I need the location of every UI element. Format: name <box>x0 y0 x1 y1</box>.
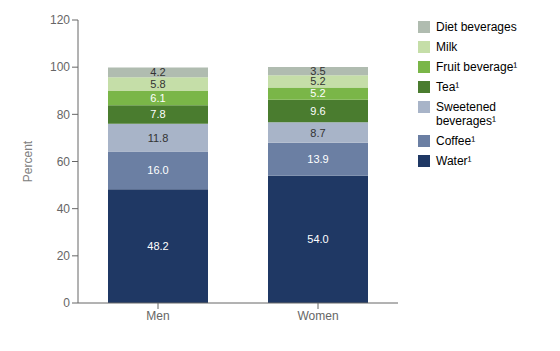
html-text:Water¹: Water¹ <box>436 154 472 168</box>
svg-text:Men: Men <box>146 309 169 323</box>
svg-text:6.1: 6.1 <box>150 92 165 104</box>
svg-text:16.0: 16.0 <box>147 164 168 176</box>
svg-text:120: 120 <box>50 13 70 27</box>
html-text:Tea¹: Tea¹ <box>436 80 460 94</box>
svg-text:9.6: 9.6 <box>310 105 325 117</box>
svg-text:7.8: 7.8 <box>150 108 165 120</box>
html-text:Coffee¹: Coffee¹ <box>436 134 476 148</box>
svg-text:11.8: 11.8 <box>148 132 169 144</box>
html-text:Sweetened beverages¹: Sweetened beverages¹ <box>436 100 496 128</box>
svg-text:4.2: 4.2 <box>150 66 165 78</box>
svg-text:80: 80 <box>57 108 71 122</box>
svg-text:Women: Women <box>297 309 338 323</box>
svg-text:3.5: 3.5 <box>310 65 325 77</box>
svg-text:20: 20 <box>57 249 71 263</box>
html-text:Diet beverages: Diet beverages <box>436 20 517 34</box>
svg-text:54.0: 54.0 <box>307 233 328 245</box>
svg-text:13.9: 13.9 <box>307 153 328 165</box>
svg-text:100: 100 <box>50 60 70 74</box>
svg-text:5.2: 5.2 <box>310 75 325 87</box>
svg-text:5.2: 5.2 <box>310 87 325 99</box>
svg-text:8.7: 8.7 <box>310 127 325 139</box>
html-text:Fruit beverage¹: Fruit beverage¹ <box>436 60 518 74</box>
svg-text:60: 60 <box>57 155 71 169</box>
svg-text:40: 40 <box>57 202 71 216</box>
svg-text:0: 0 <box>63 296 70 310</box>
svg-text:48.2: 48.2 <box>147 240 168 252</box>
svg-text:5.8: 5.8 <box>150 78 165 90</box>
html-text:Milk: Milk <box>436 40 458 54</box>
svg-text:Percent: Percent <box>21 140 35 182</box>
